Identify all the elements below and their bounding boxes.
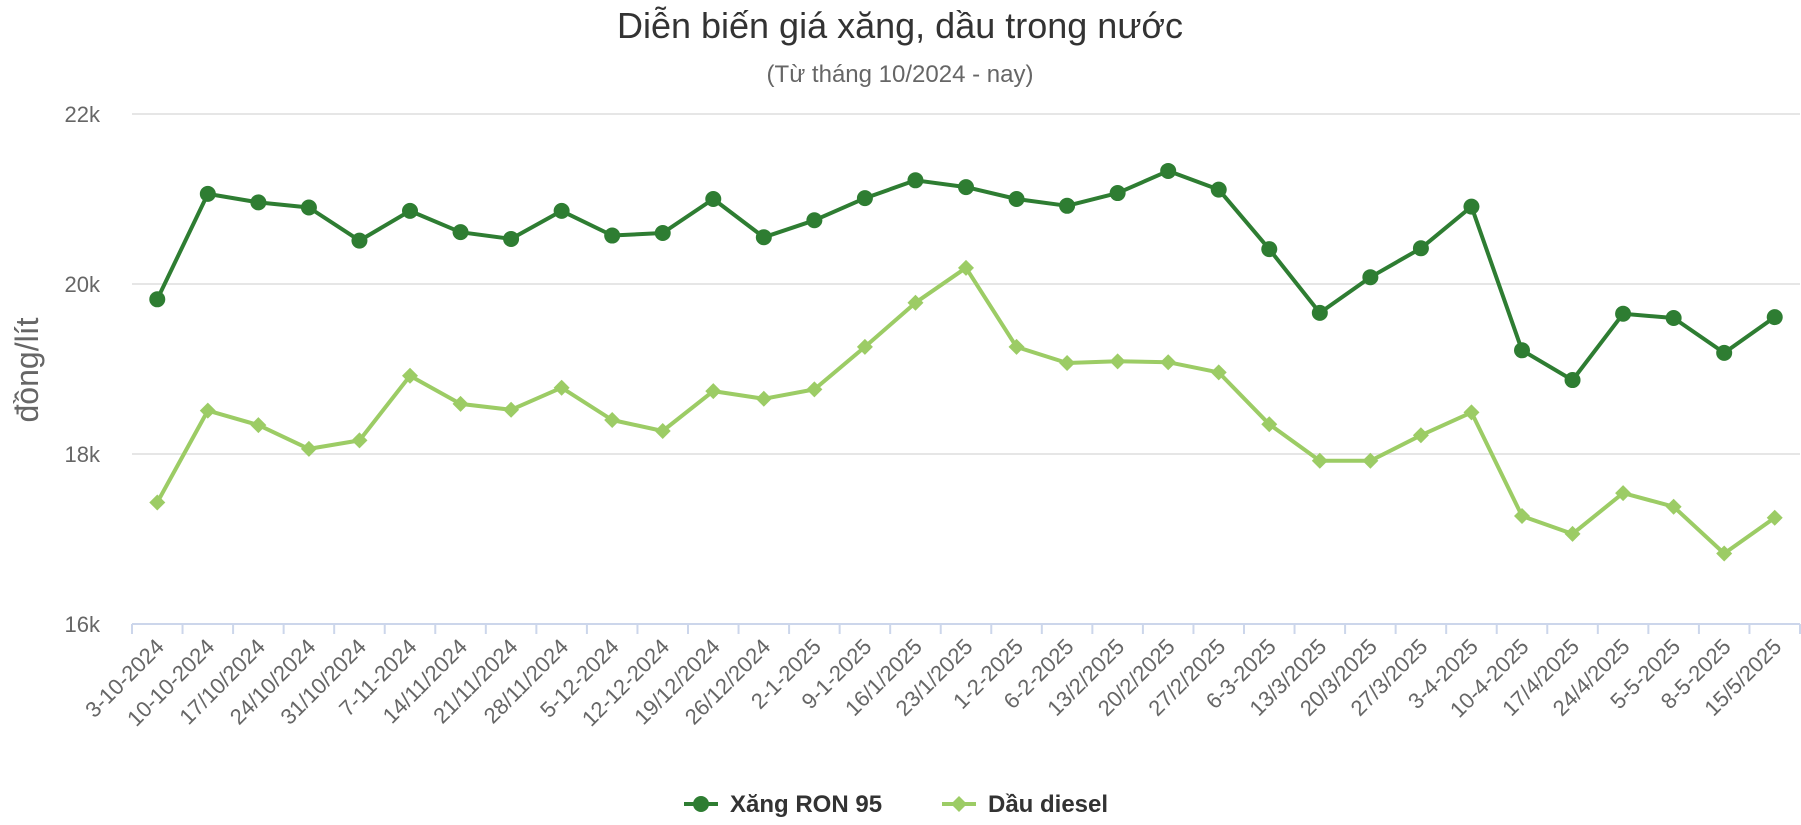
data-point[interactable] xyxy=(1362,269,1379,286)
data-point[interactable] xyxy=(654,423,671,440)
series-1 xyxy=(149,162,1783,389)
data-point[interactable] xyxy=(1412,427,1429,444)
data-point[interactable] xyxy=(907,294,924,311)
data-point[interactable] xyxy=(705,191,722,207)
data-point[interactable] xyxy=(1059,355,1076,372)
data-point[interactable] xyxy=(553,202,570,219)
data-point[interactable] xyxy=(1665,310,1682,326)
data-point[interactable] xyxy=(1665,498,1682,515)
data-point[interactable] xyxy=(1716,545,1733,562)
legend-label: Dầu diesel xyxy=(988,791,1108,818)
data-point[interactable] xyxy=(604,412,621,428)
data-point[interactable] xyxy=(604,227,621,244)
y-axis-label: đồng/lít xyxy=(9,317,45,422)
data-point[interactable] xyxy=(1109,185,1126,202)
y-tick-label: 20k xyxy=(65,272,101,297)
data-point[interactable] xyxy=(351,432,368,449)
data-point[interactable] xyxy=(1261,416,1278,433)
data-point[interactable] xyxy=(654,225,671,241)
series-2 xyxy=(149,259,1783,562)
data-point[interactable] xyxy=(856,190,873,207)
data-point[interactable] xyxy=(402,367,418,384)
data-point[interactable] xyxy=(907,172,924,189)
gridlines xyxy=(132,113,1800,455)
data-point[interactable] xyxy=(958,259,974,276)
data-point[interactable] xyxy=(806,212,823,229)
legend-label: Xăng RON 95 xyxy=(730,791,882,818)
data-point[interactable] xyxy=(1210,364,1227,381)
data-point[interactable] xyxy=(1311,452,1328,469)
y-tick-label: 22k xyxy=(65,102,101,127)
data-point[interactable] xyxy=(351,232,368,249)
data-point[interactable] xyxy=(250,417,267,434)
data-point[interactable] xyxy=(1514,508,1530,525)
data-point[interactable] xyxy=(149,291,166,308)
data-point[interactable] xyxy=(1412,240,1429,257)
legend: Xăng RON 95 Dầu diesel xyxy=(684,791,1108,818)
data-point[interactable] xyxy=(1463,404,1480,421)
data-point[interactable] xyxy=(402,202,418,219)
series-group xyxy=(149,162,1783,562)
data-point[interactable] xyxy=(1463,198,1480,215)
data-point[interactable] xyxy=(755,229,772,246)
data-point[interactable] xyxy=(300,199,317,216)
data-point[interactable] xyxy=(149,494,166,511)
data-point[interactable] xyxy=(199,402,216,419)
data-point[interactable] xyxy=(755,390,772,407)
data-point[interactable] xyxy=(300,440,317,457)
data-point[interactable] xyxy=(1615,305,1632,322)
data-point[interactable] xyxy=(1059,197,1076,214)
data-point[interactable] xyxy=(1261,241,1278,258)
data-point[interactable] xyxy=(1109,353,1126,370)
data-point[interactable] xyxy=(806,381,823,398)
data-point[interactable] xyxy=(1564,525,1581,542)
y-tick-label: 16k xyxy=(65,612,101,637)
series-line xyxy=(155,265,1776,556)
data-point[interactable] xyxy=(1514,342,1530,359)
data-point[interactable] xyxy=(250,194,267,211)
data-point[interactable] xyxy=(1615,485,1632,502)
legend-symbol xyxy=(693,796,709,812)
data-point[interactable] xyxy=(1160,354,1177,371)
data-point[interactable] xyxy=(1008,191,1025,207)
chart-subtitle: (Từ tháng 10/2024 - nay) xyxy=(767,61,1034,88)
data-point[interactable] xyxy=(958,179,974,196)
data-point[interactable] xyxy=(1766,309,1783,326)
y-axis-ticks: 16k 18k 20k 22k xyxy=(65,102,101,637)
legend-symbol xyxy=(951,796,967,812)
data-point[interactable] xyxy=(1716,344,1733,361)
legend-item[interactable]: Xăng RON 95 xyxy=(684,791,882,818)
data-point[interactable] xyxy=(1766,509,1783,526)
data-point[interactable] xyxy=(1008,338,1025,355)
x-axis: 3-10-202410-10-202417/10/202424/10/20243… xyxy=(80,623,1801,731)
data-point[interactable] xyxy=(553,379,570,396)
data-point[interactable] xyxy=(1564,372,1581,389)
chart-title: Diễn biến giá xăng, dầu trong nước xyxy=(617,5,1183,46)
data-point[interactable] xyxy=(503,401,520,418)
data-point[interactable] xyxy=(1160,162,1177,179)
y-tick-label: 18k xyxy=(65,442,101,467)
data-point[interactable] xyxy=(1311,304,1328,321)
data-point[interactable] xyxy=(1362,452,1379,469)
data-point[interactable] xyxy=(452,224,469,241)
data-point[interactable] xyxy=(705,383,722,400)
data-point[interactable] xyxy=(856,338,873,355)
data-point[interactable] xyxy=(199,185,216,202)
data-point[interactable] xyxy=(452,395,469,412)
legend-item[interactable]: Dầu diesel xyxy=(942,791,1108,818)
data-point[interactable] xyxy=(1210,181,1227,198)
data-point[interactable] xyxy=(503,230,520,247)
